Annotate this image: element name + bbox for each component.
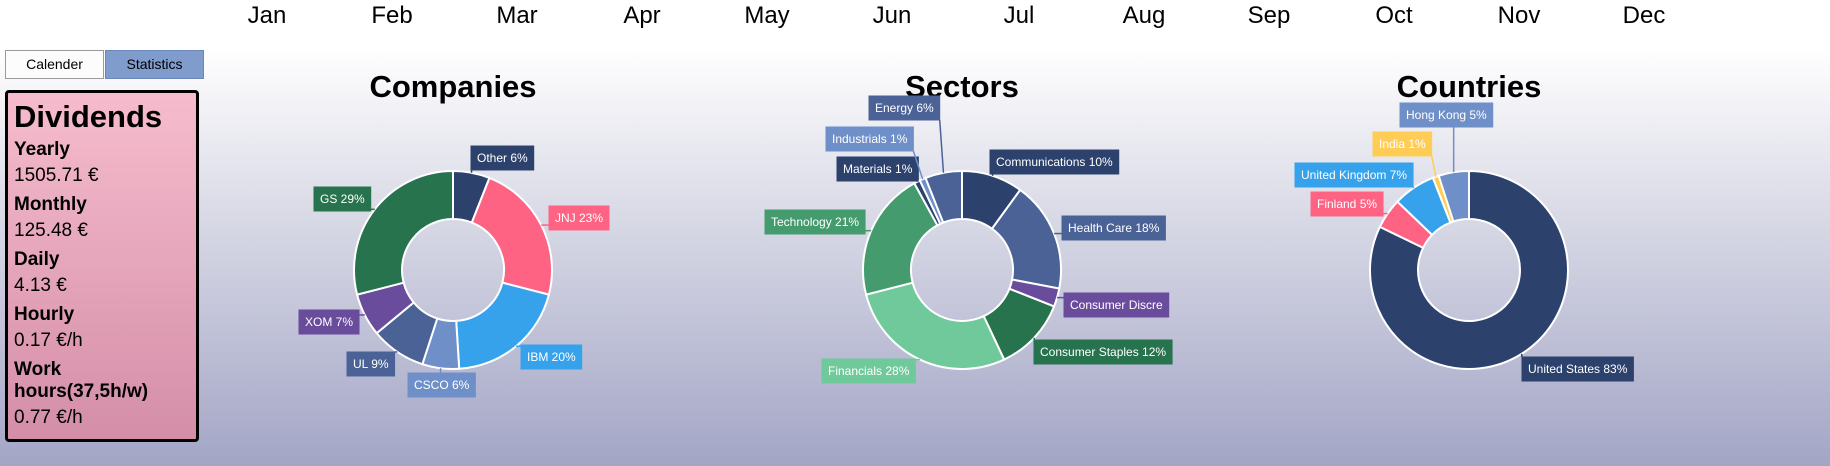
- month-jul[interactable]: Jul: [1003, 2, 1035, 29]
- month-oct[interactable]: Oct: [1375, 2, 1413, 29]
- work-hours-value: 0.77 €/h: [14, 407, 83, 428]
- svg-text:Materials 1%: Materials 1%: [843, 162, 913, 176]
- yearly-label: Yearly: [14, 139, 70, 160]
- sectors-label-materials: Materials 1%: [836, 156, 919, 182]
- svg-text:IBM 20%: IBM 20%: [527, 350, 576, 364]
- countries-label-finland: Finland 5%: [1310, 191, 1388, 217]
- svg-text:UL 9%: UL 9%: [353, 357, 389, 371]
- companies-label-jnj: JNJ 23%: [541, 205, 610, 231]
- month-dec[interactable]: Dec: [1622, 2, 1666, 29]
- svg-text:India 1%: India 1%: [1379, 137, 1426, 151]
- companies-label-ul: UL 9%: [346, 351, 398, 377]
- companies-label-gs: GS 29%: [313, 186, 375, 212]
- svg-text:Energy 6%: Energy 6%: [875, 101, 934, 115]
- daily-value: 4.13 €: [14, 275, 67, 296]
- month-feb[interactable]: Feb: [371, 2, 413, 29]
- svg-text:JNJ 23%: JNJ 23%: [555, 211, 603, 225]
- tab-statistics[interactable]: Statistics: [105, 50, 204, 79]
- companies-label-xom: XOM 7%: [298, 309, 365, 335]
- countries-label-hong-kong: Hong Kong 5%: [1399, 102, 1494, 173]
- countries-slice-hong-kong[interactable]: [1437, 169, 1470, 223]
- hourly-label: Hourly: [14, 304, 75, 325]
- companies-label-ibm: IBM 20%: [516, 344, 583, 370]
- countries-label-united-states: United States 83%: [1520, 353, 1634, 382]
- month-nov[interactable]: Nov: [1497, 2, 1541, 29]
- hourly-value: 0.17 €/h: [14, 330, 83, 351]
- tab-calender[interactable]: Calender: [5, 50, 104, 79]
- companies-slice-jnj[interactable]: [470, 176, 553, 296]
- month-mar[interactable]: Mar: [496, 2, 538, 29]
- svg-text:United States 83%: United States 83%: [1528, 362, 1628, 376]
- month-sep[interactable]: Sep: [1247, 2, 1291, 29]
- countries-chart-title: Countries: [1396, 69, 1542, 104]
- svg-text:XOM 7%: XOM 7%: [305, 315, 353, 329]
- sectors-label-health-care: Health Care 18%: [1054, 215, 1166, 241]
- month-jan[interactable]: Jan: [247, 2, 287, 29]
- svg-text:United Kingdom 7%: United Kingdom 7%: [1301, 168, 1407, 182]
- svg-text:Technology 21%: Technology 21%: [771, 215, 859, 229]
- svg-text:Finland 5%: Finland 5%: [1317, 197, 1377, 211]
- dividends-title: Dividends: [14, 99, 163, 134]
- month-apr[interactable]: Apr: [623, 2, 661, 29]
- svg-text:Financials 28%: Financials 28%: [828, 364, 910, 378]
- sectors-slice-financials[interactable]: [864, 281, 1006, 370]
- countries-label-united-kingdom: United Kingdom 7%: [1294, 162, 1415, 189]
- companies-label-csco: CSCO 6%: [407, 368, 476, 398]
- sectors-label-communications: Communications 10%: [989, 149, 1120, 176]
- work-hours-label: Work hours(37,5h/w): [14, 359, 149, 402]
- companies-chart-title: Companies: [369, 69, 537, 104]
- svg-text:GS 29%: GS 29%: [320, 192, 365, 206]
- svg-text:CSCO 6%: CSCO 6%: [414, 378, 470, 392]
- svg-text:Consumer Discre: Consumer Discre: [1070, 298, 1163, 312]
- daily-label: Daily: [14, 249, 60, 270]
- sectors-label-consumer-staples: Consumer Staples 12%: [1033, 337, 1173, 365]
- yearly-value: 1505.71 €: [14, 165, 99, 186]
- sectors-label-consumer-discretionary: Consumer Discre: [1057, 292, 1170, 318]
- sectors-label-industrials: Industrials 1%: [825, 126, 924, 180]
- companies-slice-gs[interactable]: [353, 169, 454, 296]
- companies-label-other: Other 6%: [470, 145, 535, 173]
- countries-label-india: India 1%: [1372, 131, 1437, 177]
- monthly-value: 125.48 €: [14, 220, 88, 241]
- countries-slice-united-states[interactable]: [1369, 169, 1569, 370]
- svg-text:Industrials 1%: Industrials 1%: [832, 132, 908, 146]
- svg-text:Health Care 18%: Health Care 18%: [1068, 221, 1160, 235]
- svg-text:Consumer Staples 12%: Consumer Staples 12%: [1040, 345, 1166, 359]
- month-jun[interactable]: Jun: [872, 2, 912, 29]
- sectors-slice-energy[interactable]: [924, 169, 963, 224]
- svg-text:Hong Kong 5%: Hong Kong 5%: [1406, 108, 1487, 122]
- svg-text:Communications 10%: Communications 10%: [996, 155, 1113, 169]
- sectors-label-financials: Financials 28%: [821, 358, 920, 384]
- dividends-card: Dividends Yearly 1505.71 € Monthly 125.4…: [5, 90, 199, 442]
- sectors-label-energy: Energy 6%: [868, 95, 945, 173]
- companies-slice-ibm[interactable]: [455, 281, 551, 370]
- month-aug[interactable]: Aug: [1122, 2, 1166, 29]
- month-may[interactable]: May: [744, 2, 790, 29]
- svg-text:Other 6%: Other 6%: [477, 151, 528, 165]
- monthly-label: Monthly: [14, 194, 87, 215]
- month-bar: Jan Feb Mar Apr May Jun Jul Aug Sep Oct Nov Dec: [0, 0, 1830, 32]
- sectors-label-technology: Technology 21%: [764, 209, 872, 235]
